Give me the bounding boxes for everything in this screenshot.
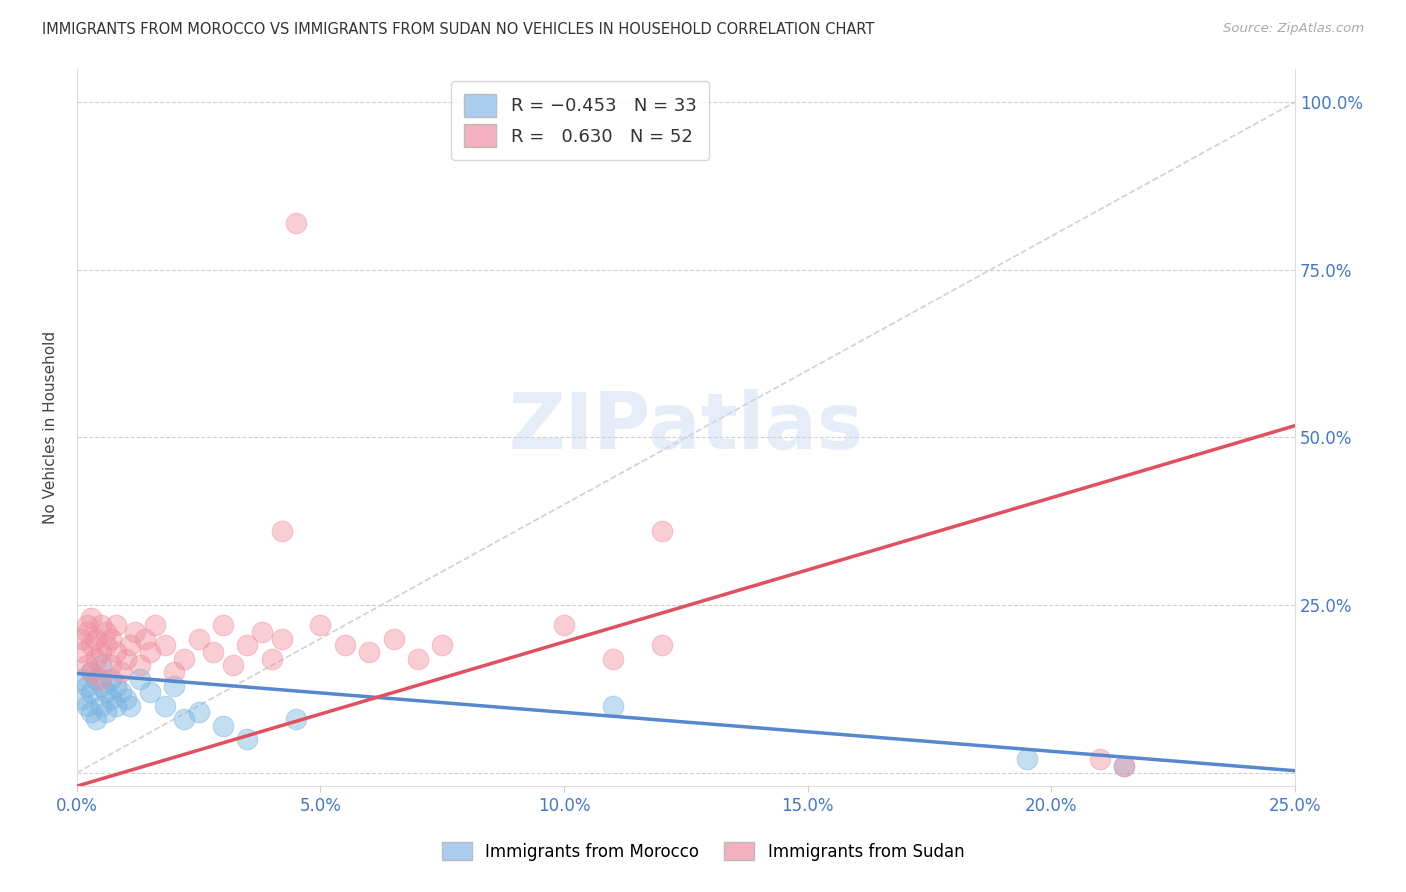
- Point: [80, 706, 103, 720]
- Point: [139, 685, 162, 699]
- Point: [651, 638, 673, 652]
- Point: [270, 632, 292, 646]
- Point: [90, 618, 112, 632]
- Point: [80, 611, 103, 625]
- Point: [94, 624, 117, 639]
- Point: [86, 632, 108, 646]
- Point: [153, 638, 176, 652]
- Point: [114, 651, 136, 665]
- Point: [602, 698, 624, 713]
- Point: [333, 638, 356, 652]
- Point: [260, 651, 283, 665]
- Legend: Immigrants from Morocco, Immigrants from Sudan: Immigrants from Morocco, Immigrants from…: [436, 836, 970, 868]
- Point: [70, 692, 93, 706]
- Point: [222, 658, 245, 673]
- Point: [86, 712, 108, 726]
- Point: [70, 672, 93, 686]
- Point: [1114, 759, 1136, 773]
- Point: [100, 658, 122, 673]
- Point: [382, 632, 405, 646]
- Point: [1088, 752, 1111, 766]
- Point: [76, 624, 98, 639]
- Point: [100, 672, 122, 686]
- Point: [114, 692, 136, 706]
- Point: [212, 719, 235, 733]
- Point: [104, 698, 127, 713]
- Point: [270, 524, 292, 539]
- Point: [163, 665, 186, 680]
- Point: [94, 706, 117, 720]
- Point: [90, 645, 112, 659]
- Point: [143, 618, 166, 632]
- Point: [76, 679, 98, 693]
- Point: [76, 658, 98, 673]
- Point: [173, 712, 195, 726]
- Point: [80, 665, 103, 680]
- Point: [285, 216, 308, 230]
- Point: [134, 632, 156, 646]
- Point: [129, 672, 152, 686]
- Point: [173, 651, 195, 665]
- Point: [187, 706, 209, 720]
- Point: [80, 685, 103, 699]
- Point: [80, 665, 103, 680]
- Point: [110, 665, 132, 680]
- Point: [90, 698, 112, 713]
- Point: [359, 645, 381, 659]
- Point: [70, 632, 93, 646]
- Point: [104, 679, 127, 693]
- Point: [70, 645, 93, 659]
- Point: [120, 698, 142, 713]
- Point: [212, 618, 235, 632]
- Point: [553, 618, 575, 632]
- Point: [285, 712, 308, 726]
- Point: [100, 692, 122, 706]
- Y-axis label: No Vehicles in Household: No Vehicles in Household: [44, 331, 58, 524]
- Point: [236, 638, 259, 652]
- Point: [90, 672, 112, 686]
- Point: [153, 698, 176, 713]
- Point: [104, 618, 127, 632]
- Point: [602, 651, 624, 665]
- Point: [124, 624, 146, 639]
- Point: [86, 651, 108, 665]
- Point: [1114, 759, 1136, 773]
- Point: [236, 732, 259, 747]
- Point: [406, 651, 429, 665]
- Point: [76, 698, 98, 713]
- Point: [163, 679, 186, 693]
- Point: [309, 618, 332, 632]
- Point: [651, 524, 673, 539]
- Point: [129, 658, 152, 673]
- Point: [120, 638, 142, 652]
- Text: IMMIGRANTS FROM MOROCCO VS IMMIGRANTS FROM SUDAN NO VEHICLES IN HOUSEHOLD CORREL: IMMIGRANTS FROM MOROCCO VS IMMIGRANTS FR…: [42, 22, 875, 37]
- Point: [187, 632, 209, 646]
- Point: [94, 638, 117, 652]
- Point: [76, 618, 98, 632]
- Point: [202, 645, 225, 659]
- Point: [86, 672, 108, 686]
- Point: [432, 638, 454, 652]
- Point: [139, 645, 162, 659]
- Point: [100, 632, 122, 646]
- Point: [90, 658, 112, 673]
- Legend: R = −0.453   N = 33, R =   0.630   N = 52: R = −0.453 N = 33, R = 0.630 N = 52: [451, 81, 710, 160]
- Point: [250, 624, 273, 639]
- Point: [110, 685, 132, 699]
- Point: [104, 645, 127, 659]
- Text: Source: ZipAtlas.com: Source: ZipAtlas.com: [1223, 22, 1364, 36]
- Point: [1015, 752, 1038, 766]
- Point: [90, 679, 112, 693]
- Text: ZIPatlas: ZIPatlas: [509, 389, 863, 466]
- Point: [94, 685, 117, 699]
- Point: [80, 638, 103, 652]
